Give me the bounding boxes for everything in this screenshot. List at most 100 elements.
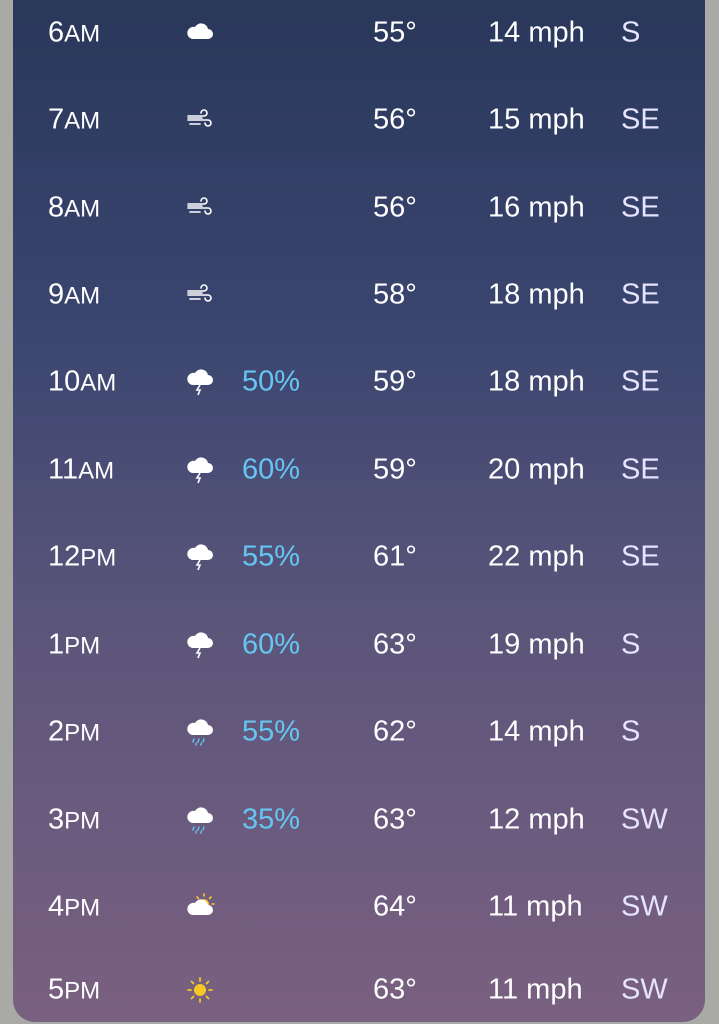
wind-direction: SE [621, 365, 660, 398]
wind-speed: 14 mph [488, 16, 585, 49]
precip-chance: 55% [242, 715, 301, 748]
wind-speed: 14 mph [488, 715, 585, 748]
hour-row: 6AM 55° 14 mph S [0, 13, 719, 53]
hour-number: 7 [48, 103, 65, 136]
temperature: 59° [373, 453, 417, 486]
rain-icon [187, 807, 213, 834]
hour-label: 12PM [48, 541, 116, 574]
temperature: 58° [373, 278, 417, 311]
hour-label: 8AM [48, 192, 100, 225]
temperature: 61° [373, 540, 417, 573]
hour-period: AM [64, 20, 101, 48]
hour-label: 7AM [48, 104, 100, 137]
hour-period: AM [80, 369, 117, 397]
wind-direction: SE [621, 191, 660, 224]
wind-direction: SW [621, 803, 668, 836]
hour-number: 3 [48, 803, 65, 836]
hour-label: 5PM [48, 974, 100, 1007]
hour-row: 4PM 64° 11 mph SW [0, 887, 719, 927]
wind-icon [187, 109, 212, 127]
wind-speed: 22 mph [488, 540, 585, 573]
temperature: 55° [373, 16, 417, 49]
hour-period: PM [64, 807, 101, 835]
hour-period: PM [64, 632, 101, 660]
hour-label: 6AM [48, 17, 100, 50]
precip-chance: 50% [242, 365, 301, 398]
hour-period: AM [64, 195, 101, 223]
thunderstorm-icon [187, 369, 213, 396]
hour-row: 1PM 60% 63° 19 mph S [0, 625, 719, 665]
precip-chance: 35% [242, 803, 301, 836]
precip-chance: 55% [242, 540, 301, 573]
hourly-forecast-card [13, 0, 705, 1022]
wind-speed: 20 mph [488, 453, 585, 486]
hour-row: 9AM 58° 18 mph SE [0, 275, 719, 315]
wind-speed: 11 mph [488, 890, 583, 923]
partly-sunny-icon [187, 893, 215, 915]
hour-number: 6 [48, 16, 65, 49]
hour-label: 1PM [48, 629, 100, 662]
hour-number: 2 [48, 715, 65, 748]
hour-period: PM [64, 719, 101, 747]
sun-icon [187, 977, 213, 1003]
wind-direction: SE [621, 278, 660, 311]
cloud-icon [187, 23, 213, 39]
temperature: 63° [373, 628, 417, 661]
hour-label: 4PM [48, 891, 100, 924]
hour-row: 5PM 63° 11 mph SW [0, 970, 719, 1010]
temperature: 56° [373, 103, 417, 136]
temperature: 64° [373, 890, 417, 923]
precip-chance: 60% [242, 453, 301, 486]
wind-speed: 18 mph [488, 365, 585, 398]
precip-chance: 60% [242, 628, 301, 661]
wind-direction: S [621, 628, 641, 661]
hour-label: 3PM [48, 804, 100, 837]
hour-label: 11AM [48, 454, 114, 487]
hour-row: 11AM 60% 59° 20 mph SE [0, 450, 719, 490]
hour-number: 5 [48, 973, 65, 1006]
thunderstorm-icon [187, 632, 213, 659]
wind-speed: 18 mph [488, 278, 585, 311]
hour-period: PM [64, 894, 101, 922]
thunderstorm-icon [187, 457, 213, 484]
wind-speed: 16 mph [488, 191, 585, 224]
hour-row: 10AM 50% 59° 18 mph SE [0, 362, 719, 402]
wind-speed: 12 mph [488, 803, 585, 836]
temperature: 63° [373, 803, 417, 836]
hour-label: 9AM [48, 279, 100, 312]
hour-label: 10AM [48, 366, 116, 399]
wind-speed: 19 mph [488, 628, 585, 661]
hour-number: 1 [48, 628, 65, 661]
hour-period: AM [64, 107, 101, 135]
wind-direction: S [621, 16, 641, 49]
wind-direction: SE [621, 103, 660, 136]
temperature: 56° [373, 191, 417, 224]
temperature: 62° [373, 715, 417, 748]
hour-number: 8 [48, 191, 65, 224]
thunderstorm-icon [187, 544, 213, 571]
wind-direction: SE [621, 453, 660, 486]
hour-row: 2PM 55% 62° 14 mph S [0, 712, 719, 752]
wind-direction: SE [621, 540, 660, 573]
hour-number: 10 [48, 365, 81, 398]
wind-icon [187, 197, 212, 215]
wind-direction: S [621, 715, 641, 748]
hour-label: 2PM [48, 716, 100, 749]
hour-number: 11 [48, 453, 79, 486]
hour-number: 4 [48, 890, 65, 923]
hour-period: PM [80, 544, 117, 572]
hour-row: 8AM 56° 16 mph SE [0, 188, 719, 228]
hour-number: 9 [48, 278, 65, 311]
hour-period: AM [78, 457, 115, 485]
wind-speed: 15 mph [488, 103, 585, 136]
hour-row: 7AM 56° 15 mph SE [0, 100, 719, 140]
hour-period: PM [64, 977, 101, 1005]
temperature: 59° [373, 365, 417, 398]
hour-number: 12 [48, 540, 81, 573]
wind-icon [187, 284, 212, 302]
hour-row: 12PM 55% 61° 22 mph SE [0, 537, 719, 577]
wind-direction: SW [621, 973, 668, 1006]
wind-direction: SW [621, 890, 668, 923]
hour-row: 3PM 35% 63° 12 mph SW [0, 800, 719, 840]
wind-speed: 11 mph [488, 973, 583, 1006]
